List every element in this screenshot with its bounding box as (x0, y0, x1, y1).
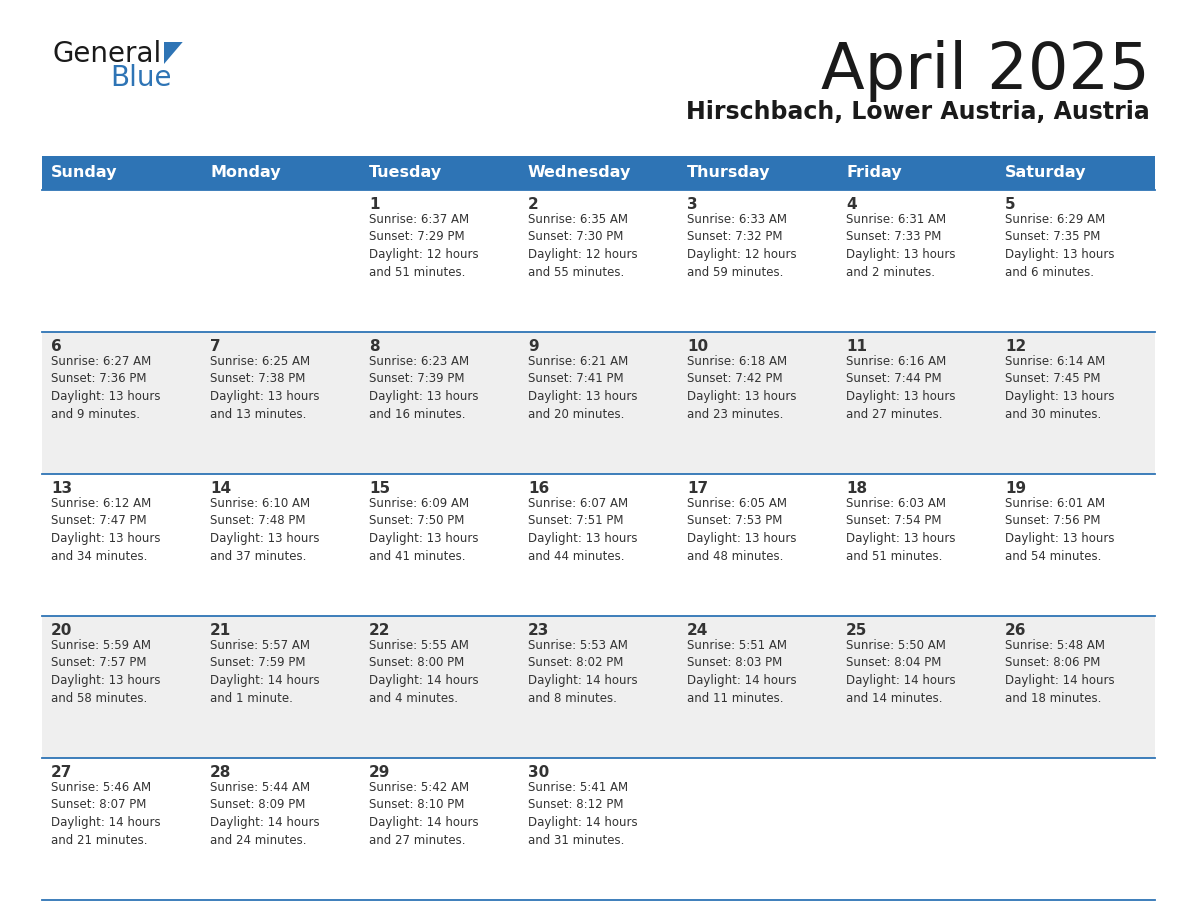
Text: Hirschbach, Lower Austria, Austria: Hirschbach, Lower Austria, Austria (687, 100, 1150, 124)
Text: Sunrise: 6:18 AM
Sunset: 7:42 PM
Daylight: 13 hours
and 23 minutes.: Sunrise: 6:18 AM Sunset: 7:42 PM Dayligh… (687, 355, 796, 420)
Text: 16: 16 (527, 481, 549, 496)
Text: 10: 10 (687, 339, 708, 354)
Bar (42, 474, 1155, 616)
Text: Sunrise: 6:01 AM
Sunset: 7:56 PM
Daylight: 13 hours
and 54 minutes.: Sunrise: 6:01 AM Sunset: 7:56 PM Dayligh… (1005, 497, 1114, 563)
Text: 15: 15 (369, 481, 390, 496)
Bar (42, 758, 1155, 900)
Text: Sunrise: 5:55 AM
Sunset: 8:00 PM
Daylight: 14 hours
and 4 minutes.: Sunrise: 5:55 AM Sunset: 8:00 PM Dayligh… (369, 639, 479, 704)
Text: Sunrise: 6:12 AM
Sunset: 7:47 PM
Daylight: 13 hours
and 34 minutes.: Sunrise: 6:12 AM Sunset: 7:47 PM Dayligh… (51, 497, 160, 563)
Text: Sunrise: 6:27 AM
Sunset: 7:36 PM
Daylight: 13 hours
and 9 minutes.: Sunrise: 6:27 AM Sunset: 7:36 PM Dayligh… (51, 355, 160, 420)
Text: 13: 13 (51, 481, 72, 496)
Text: Sunrise: 5:59 AM
Sunset: 7:57 PM
Daylight: 13 hours
and 58 minutes.: Sunrise: 5:59 AM Sunset: 7:57 PM Dayligh… (51, 639, 160, 704)
Text: 26: 26 (1005, 623, 1026, 638)
Text: Sunday: Sunday (51, 165, 118, 181)
Text: 6: 6 (51, 339, 62, 354)
Text: Sunrise: 6:35 AM
Sunset: 7:30 PM
Daylight: 12 hours
and 55 minutes.: Sunrise: 6:35 AM Sunset: 7:30 PM Dayligh… (527, 213, 638, 278)
Text: 1: 1 (369, 197, 379, 212)
Text: Sunrise: 6:21 AM
Sunset: 7:41 PM
Daylight: 13 hours
and 20 minutes.: Sunrise: 6:21 AM Sunset: 7:41 PM Dayligh… (527, 355, 638, 420)
Text: Sunrise: 5:48 AM
Sunset: 8:06 PM
Daylight: 14 hours
and 18 minutes.: Sunrise: 5:48 AM Sunset: 8:06 PM Dayligh… (1005, 639, 1114, 704)
Bar (42, 616, 1155, 758)
Text: 21: 21 (210, 623, 232, 638)
Text: April 2025: April 2025 (821, 40, 1150, 102)
Text: Sunrise: 6:29 AM
Sunset: 7:35 PM
Daylight: 13 hours
and 6 minutes.: Sunrise: 6:29 AM Sunset: 7:35 PM Dayligh… (1005, 213, 1114, 278)
Text: 8: 8 (369, 339, 380, 354)
Text: Sunrise: 6:03 AM
Sunset: 7:54 PM
Daylight: 13 hours
and 51 minutes.: Sunrise: 6:03 AM Sunset: 7:54 PM Dayligh… (846, 497, 955, 563)
Bar (42, 190, 1155, 332)
Text: 29: 29 (369, 765, 391, 780)
Bar (519, 156, 678, 190)
Text: Wednesday: Wednesday (527, 165, 631, 181)
Text: 4: 4 (846, 197, 857, 212)
Text: 25: 25 (846, 623, 867, 638)
Text: Sunrise: 6:37 AM
Sunset: 7:29 PM
Daylight: 12 hours
and 51 minutes.: Sunrise: 6:37 AM Sunset: 7:29 PM Dayligh… (369, 213, 479, 278)
Text: Sunrise: 5:50 AM
Sunset: 8:04 PM
Daylight: 14 hours
and 14 minutes.: Sunrise: 5:50 AM Sunset: 8:04 PM Dayligh… (846, 639, 955, 704)
Text: 2: 2 (527, 197, 538, 212)
Text: Sunrise: 5:41 AM
Sunset: 8:12 PM
Daylight: 14 hours
and 31 minutes.: Sunrise: 5:41 AM Sunset: 8:12 PM Dayligh… (527, 781, 638, 846)
Text: Sunrise: 5:46 AM
Sunset: 8:07 PM
Daylight: 14 hours
and 21 minutes.: Sunrise: 5:46 AM Sunset: 8:07 PM Dayligh… (51, 781, 160, 846)
Bar (201, 156, 360, 190)
Text: Sunrise: 5:53 AM
Sunset: 8:02 PM
Daylight: 14 hours
and 8 minutes.: Sunrise: 5:53 AM Sunset: 8:02 PM Dayligh… (527, 639, 638, 704)
Text: 19: 19 (1005, 481, 1026, 496)
Text: Sunrise: 6:31 AM
Sunset: 7:33 PM
Daylight: 13 hours
and 2 minutes.: Sunrise: 6:31 AM Sunset: 7:33 PM Dayligh… (846, 213, 955, 278)
Text: 23: 23 (527, 623, 549, 638)
Text: Sunrise: 6:05 AM
Sunset: 7:53 PM
Daylight: 13 hours
and 48 minutes.: Sunrise: 6:05 AM Sunset: 7:53 PM Dayligh… (687, 497, 796, 563)
Text: General: General (52, 40, 162, 68)
Text: Sunrise: 6:33 AM
Sunset: 7:32 PM
Daylight: 12 hours
and 59 minutes.: Sunrise: 6:33 AM Sunset: 7:32 PM Dayligh… (687, 213, 797, 278)
Text: 11: 11 (846, 339, 867, 354)
Polygon shape (164, 42, 183, 64)
Text: Monday: Monday (210, 165, 280, 181)
Text: 28: 28 (210, 765, 232, 780)
Text: Sunrise: 6:25 AM
Sunset: 7:38 PM
Daylight: 13 hours
and 13 minutes.: Sunrise: 6:25 AM Sunset: 7:38 PM Dayligh… (210, 355, 320, 420)
Text: 27: 27 (51, 765, 72, 780)
Bar (678, 156, 838, 190)
Text: Thursday: Thursday (687, 165, 771, 181)
Text: Friday: Friday (846, 165, 902, 181)
Text: 14: 14 (210, 481, 232, 496)
Text: Blue: Blue (110, 64, 171, 92)
Text: Sunrise: 5:51 AM
Sunset: 8:03 PM
Daylight: 14 hours
and 11 minutes.: Sunrise: 5:51 AM Sunset: 8:03 PM Dayligh… (687, 639, 797, 704)
Text: Sunrise: 6:09 AM
Sunset: 7:50 PM
Daylight: 13 hours
and 41 minutes.: Sunrise: 6:09 AM Sunset: 7:50 PM Dayligh… (369, 497, 479, 563)
Text: Saturday: Saturday (1005, 165, 1087, 181)
Text: 24: 24 (687, 623, 708, 638)
Text: 18: 18 (846, 481, 867, 496)
Text: Sunrise: 5:42 AM
Sunset: 8:10 PM
Daylight: 14 hours
and 27 minutes.: Sunrise: 5:42 AM Sunset: 8:10 PM Dayligh… (369, 781, 479, 846)
Text: Sunrise: 5:44 AM
Sunset: 8:09 PM
Daylight: 14 hours
and 24 minutes.: Sunrise: 5:44 AM Sunset: 8:09 PM Dayligh… (210, 781, 320, 846)
Text: Sunrise: 6:10 AM
Sunset: 7:48 PM
Daylight: 13 hours
and 37 minutes.: Sunrise: 6:10 AM Sunset: 7:48 PM Dayligh… (210, 497, 320, 563)
Text: 7: 7 (210, 339, 221, 354)
Text: 12: 12 (1005, 339, 1026, 354)
Text: Sunrise: 6:14 AM
Sunset: 7:45 PM
Daylight: 13 hours
and 30 minutes.: Sunrise: 6:14 AM Sunset: 7:45 PM Dayligh… (1005, 355, 1114, 420)
Bar (996, 156, 1155, 190)
Text: 22: 22 (369, 623, 391, 638)
Text: 9: 9 (527, 339, 538, 354)
Text: 20: 20 (51, 623, 72, 638)
Text: 3: 3 (687, 197, 697, 212)
Bar (838, 156, 996, 190)
Text: Sunrise: 5:57 AM
Sunset: 7:59 PM
Daylight: 14 hours
and 1 minute.: Sunrise: 5:57 AM Sunset: 7:59 PM Dayligh… (210, 639, 320, 704)
Text: Sunrise: 6:16 AM
Sunset: 7:44 PM
Daylight: 13 hours
and 27 minutes.: Sunrise: 6:16 AM Sunset: 7:44 PM Dayligh… (846, 355, 955, 420)
Text: 30: 30 (527, 765, 549, 780)
Text: Sunrise: 6:23 AM
Sunset: 7:39 PM
Daylight: 13 hours
and 16 minutes.: Sunrise: 6:23 AM Sunset: 7:39 PM Dayligh… (369, 355, 479, 420)
Text: 17: 17 (687, 481, 708, 496)
Bar (360, 156, 519, 190)
Bar (42, 156, 201, 190)
Bar (42, 332, 1155, 474)
Text: Tuesday: Tuesday (369, 165, 442, 181)
Text: 5: 5 (1005, 197, 1016, 212)
Text: Sunrise: 6:07 AM
Sunset: 7:51 PM
Daylight: 13 hours
and 44 minutes.: Sunrise: 6:07 AM Sunset: 7:51 PM Dayligh… (527, 497, 638, 563)
